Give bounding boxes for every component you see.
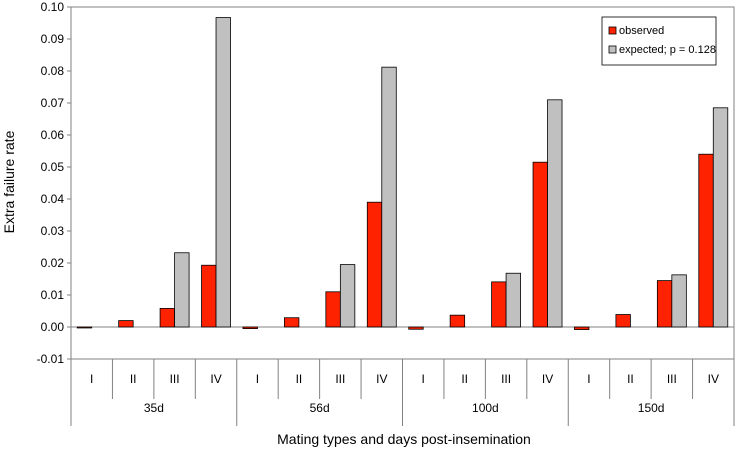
group-label: 150d xyxy=(638,401,665,415)
legend-swatch xyxy=(608,26,617,35)
group-label: 56d xyxy=(310,401,330,415)
observed-bar xyxy=(242,326,258,330)
y-axis-title: Extra failure rate xyxy=(1,130,17,233)
observed-bar xyxy=(408,326,424,330)
group-label: 100d xyxy=(472,401,499,415)
observed-bar xyxy=(491,281,507,328)
category-label: II xyxy=(296,372,303,386)
category-label: I xyxy=(422,372,425,386)
observed-bar xyxy=(656,280,673,328)
category-label: IV xyxy=(542,372,553,386)
y-tick-label: 0.10 xyxy=(41,0,65,14)
y-tick-label: 0.05 xyxy=(41,160,65,174)
observed-bar xyxy=(698,153,714,328)
y-tick-label: 0.03 xyxy=(41,224,65,238)
observed-bar xyxy=(118,320,134,328)
y-axis-ticks: 0.10 0.09 0.08 0.07 0.06 0.05 0.04 0.03 0.02 0.01… xyxy=(37,0,71,366)
y-tick-label: 0.02 xyxy=(41,256,65,270)
y-tick-label: 0.00 xyxy=(41,320,65,334)
category-label: II xyxy=(627,372,634,386)
observed-bar xyxy=(449,314,466,328)
category-label: III xyxy=(667,372,677,386)
observed-bar xyxy=(76,326,93,329)
observed-bar xyxy=(159,308,175,328)
expected-bar xyxy=(215,17,231,328)
expected-bar xyxy=(174,252,190,328)
expected-bar xyxy=(671,274,687,328)
bars xyxy=(76,17,729,330)
observed-bar xyxy=(532,161,548,328)
category-label: I xyxy=(90,372,93,386)
legend: observed expected; p = 0.128 xyxy=(601,16,717,66)
legend-label: expected; p = 0.128 xyxy=(619,44,716,56)
y-tick-label: 0.07 xyxy=(41,96,65,110)
category-label: IV xyxy=(376,372,387,386)
observed-bar xyxy=(615,314,631,328)
category-label: II xyxy=(130,372,137,386)
category-label: III xyxy=(335,372,345,386)
y-tick-label: 0.06 xyxy=(41,128,65,142)
category-label: IV xyxy=(708,372,719,386)
category-label: II xyxy=(461,372,468,386)
category-label: I xyxy=(587,372,590,386)
y-tick-label: 0.09 xyxy=(41,32,65,46)
group-label: 35d xyxy=(144,401,164,415)
observed-bar xyxy=(325,291,341,328)
legend-swatch xyxy=(608,45,617,54)
expected-bar xyxy=(381,66,397,328)
observed-bar xyxy=(284,317,300,328)
x-axis-title: Mating types and days post-insemination xyxy=(277,431,531,447)
y-tick-label: -0.01 xyxy=(37,352,65,366)
category-label: III xyxy=(170,372,180,386)
category-label: III xyxy=(501,372,511,386)
observed-bar xyxy=(366,201,383,328)
y-tick-label: 0.04 xyxy=(41,192,65,206)
expected-bar xyxy=(339,264,356,328)
legend-label: observed xyxy=(619,25,664,37)
y-tick-label: 0.08 xyxy=(41,64,65,78)
observed-bar xyxy=(574,326,590,330)
expected-bar xyxy=(547,99,563,328)
category-label: I xyxy=(256,372,259,386)
expected-bar xyxy=(712,107,729,328)
legend-box xyxy=(601,16,717,66)
observed-bar xyxy=(201,264,217,328)
y-tick-label: 0.01 xyxy=(41,288,65,302)
category-label: IV xyxy=(210,372,221,386)
expected-bar xyxy=(505,272,521,328)
